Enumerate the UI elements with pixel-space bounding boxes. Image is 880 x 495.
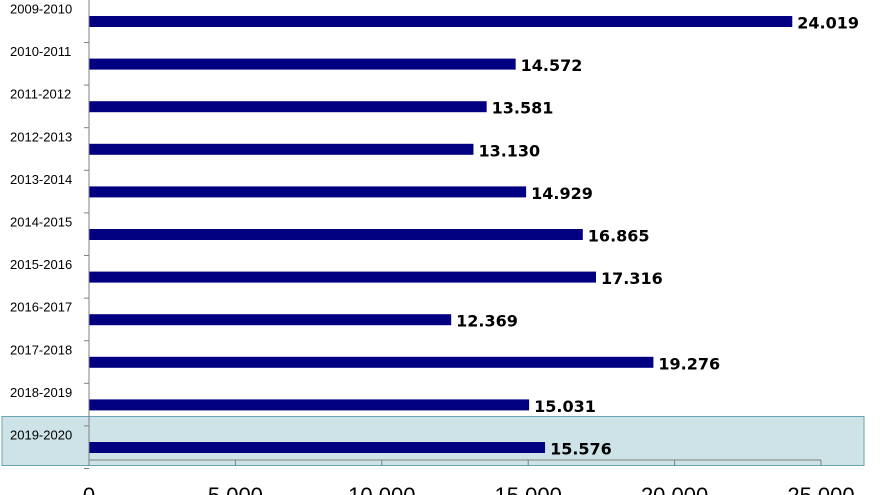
value-label: 17.316 bbox=[601, 269, 663, 288]
x-tick-label: 5.000 bbox=[208, 483, 263, 495]
value-label: 13.130 bbox=[478, 141, 540, 160]
highlight-box bbox=[1, 416, 865, 466]
bar bbox=[89, 101, 487, 113]
bar bbox=[89, 186, 527, 198]
value-label: 15.576 bbox=[550, 440, 612, 459]
value-label: 15.031 bbox=[534, 397, 596, 416]
value-label: 12.369 bbox=[456, 312, 518, 331]
category-label: 2010-2011 bbox=[10, 44, 71, 59]
bars-layer: 2009-2010 24.019 2010-2011 14.572 2011-2012 1… bbox=[10, 2, 859, 459]
category-label: 2015-2016 bbox=[10, 257, 72, 272]
x-tick-label: 25.000 bbox=[787, 483, 854, 495]
category-label: 2011-2012 bbox=[10, 87, 71, 102]
bar bbox=[89, 356, 654, 368]
bar bbox=[89, 229, 583, 240]
category-label: 2014-2015 bbox=[10, 215, 72, 230]
category-label: 2009-2010 bbox=[10, 2, 72, 17]
bar bbox=[89, 16, 793, 27]
x-tick-label: 15.000 bbox=[495, 483, 562, 495]
value-label: 14.572 bbox=[521, 56, 583, 75]
x-tick-label: 20.000 bbox=[641, 483, 708, 495]
category-label: 2019-2020 bbox=[10, 428, 72, 443]
bar bbox=[89, 399, 530, 411]
value-label: 24.019 bbox=[797, 14, 859, 33]
category-label: 2016-2017 bbox=[10, 300, 72, 315]
value-label: 13.581 bbox=[492, 99, 554, 118]
bar bbox=[89, 314, 452, 326]
category-label: 2012-2013 bbox=[10, 129, 72, 144]
bar bbox=[89, 442, 546, 453]
x-axis: 0 5.000 10.000 15.000 20.000 25.000 bbox=[83, 0, 855, 495]
category-label: 2013-2014 bbox=[10, 172, 72, 187]
x-tick-label: 10.000 bbox=[348, 483, 415, 495]
bar bbox=[89, 143, 474, 155]
value-label: 14.929 bbox=[531, 184, 593, 203]
value-label: 19.276 bbox=[658, 354, 720, 373]
category-label: 2017-2018 bbox=[10, 342, 72, 357]
bar bbox=[89, 58, 516, 70]
x-tick-label: 0 bbox=[83, 483, 95, 495]
bar bbox=[89, 271, 597, 283]
category-label: 2018-2019 bbox=[10, 385, 72, 400]
value-label: 16.865 bbox=[588, 227, 650, 246]
